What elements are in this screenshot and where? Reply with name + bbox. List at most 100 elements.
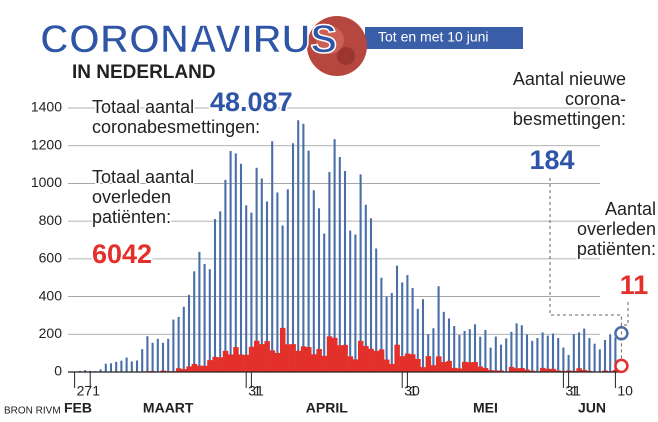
annotation-value: 184 [529,145,574,175]
bar [323,234,325,372]
bar [230,151,232,372]
bar [271,141,273,372]
area-bar [353,359,359,372]
area-bar [259,344,265,372]
area-bar [202,366,208,372]
bar [276,192,278,372]
area-bar [280,328,286,372]
area-bar [254,341,260,372]
y-tick-label: 0 [54,363,62,379]
bar [583,329,585,372]
bar [349,231,351,372]
y-tick-label: 1200 [31,136,62,152]
area-bar [327,336,333,372]
y-tick-label: 1400 [31,99,62,115]
annotation-text: Totaal aantal [92,167,194,187]
area-bar [436,356,442,372]
bar [521,325,523,372]
bar [313,190,315,372]
area-bar [379,349,385,372]
month-label: MAART [143,400,194,416]
bar [568,355,570,372]
annotation-text: corona- [565,89,626,109]
area-bar [322,356,328,372]
area-bar [197,366,203,372]
annotation-text: Aantal nieuwe [513,69,626,89]
bar [516,323,518,372]
bar [354,235,356,372]
x-tick-label: 1 [409,383,417,399]
month-label: APRIL [306,400,348,416]
bar [188,295,190,372]
x-tick-label: 1 [571,383,579,399]
area-bar [384,360,390,372]
area-bar [238,354,244,372]
area-bar [223,351,229,372]
bar [152,343,154,372]
area-bar [441,362,447,372]
bar [562,347,564,372]
area-bar [306,347,312,372]
area-bar [374,351,380,372]
bar [500,345,502,372]
bar [110,363,112,372]
bar [292,143,294,372]
y-tick-label: 800 [39,212,63,228]
area-bar [270,350,276,372]
bar [302,124,304,372]
source: BRON RIVM [4,406,61,417]
bar [126,357,128,372]
bar [339,157,341,372]
bar [105,364,107,372]
bar [536,338,538,372]
area-bar [342,345,348,372]
area-bar [467,362,473,372]
area-bar [207,360,213,372]
area-bar [426,356,432,372]
bar [599,349,601,372]
month-label: MEI [473,400,498,416]
annotation-value: 11 [620,270,649,300]
bar [115,362,117,372]
y-tick-label: 600 [39,250,63,266]
area-bar [410,354,416,372]
bar [219,211,221,372]
bar [578,332,580,372]
bar [193,271,195,372]
end-marker [615,360,627,372]
bar [183,307,185,372]
area-bar [290,344,296,372]
area-bar [233,347,239,372]
annotation-text: patiënten: [577,239,656,259]
annotation-value: 48.087 [210,87,293,117]
annotation-text: besmettingen: [513,109,626,129]
area-bar [478,367,484,372]
date-note: Tot en met 10 juni [378,29,489,45]
bar [297,120,299,372]
bar [120,361,122,372]
area-bar [363,346,369,372]
bar [136,360,138,372]
bar [334,139,336,372]
bar [531,341,533,372]
annotation-text: Totaal aantal [92,97,194,117]
area-bar [285,344,291,372]
bar [604,340,606,372]
bar [573,334,575,372]
bar [141,349,143,372]
area-bar [446,361,452,372]
chart: Tot en met 10 juni CORONAVIRUS IN NEDERL… [0,0,658,422]
area-bar [244,355,250,372]
area-bar [389,364,395,372]
area-bar [186,366,192,372]
bar [146,336,148,372]
area-bar [394,345,400,372]
area-bar [472,362,478,372]
area-bar [462,362,468,372]
bar [344,171,346,372]
month-label: FEB [64,400,92,416]
annotation-text: patiënten: [92,207,171,227]
bar [261,179,263,372]
bar [308,151,310,372]
bar [490,348,492,372]
